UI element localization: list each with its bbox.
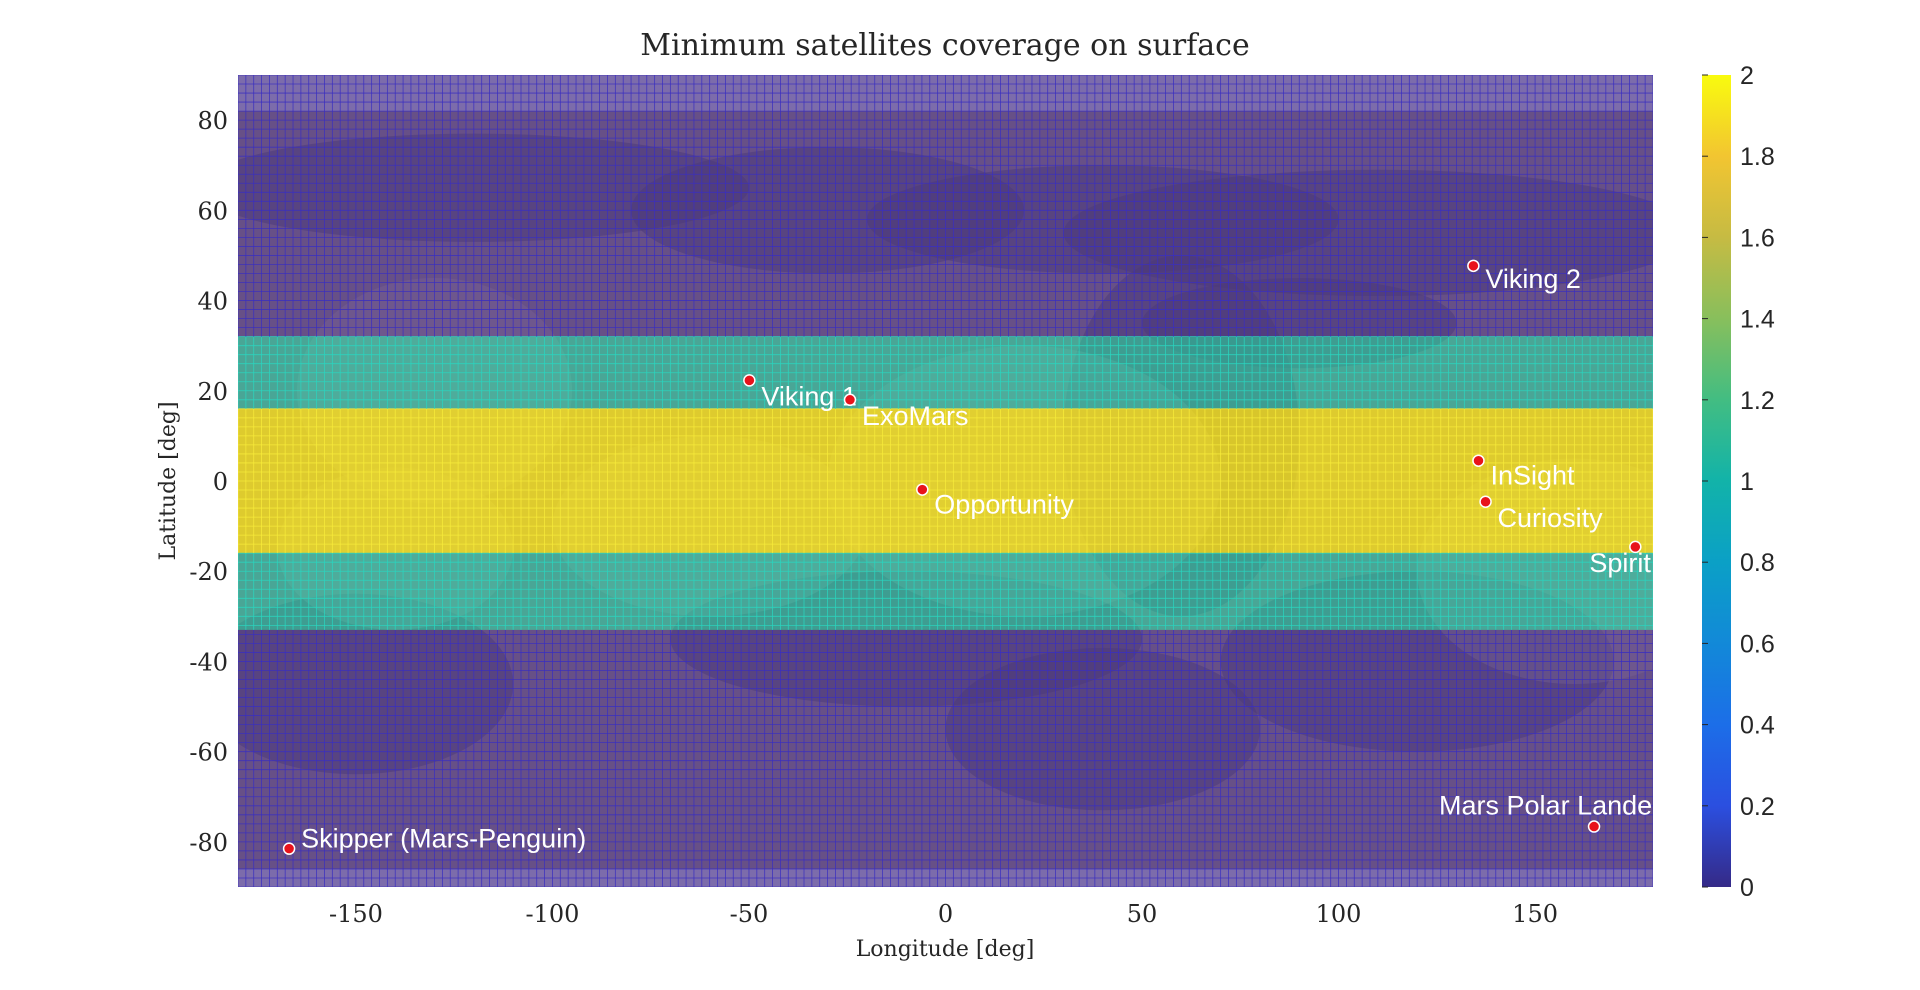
y-tick-label: 0: [213, 468, 228, 496]
y-tick-label: 40: [197, 288, 228, 316]
landing-site-marker: [1479, 495, 1492, 509]
landing-site-label: InSight: [1490, 461, 1575, 491]
coverage-grid: [238, 75, 1653, 887]
x-tick-label: 100: [1316, 900, 1362, 928]
y-axis-ticks: -80 -60 -40 -20 0 20 40 60 80: [189, 107, 228, 857]
surface-dark-region: [238, 593, 514, 775]
landing-site-marker: [1467, 259, 1480, 273]
plot-area: [238, 75, 1653, 887]
y-axis-label: Latitude [deg]: [156, 401, 181, 560]
landing-site-label: Viking 1: [761, 381, 857, 411]
x-tick-label: -150: [329, 900, 383, 928]
colorbar-tick-label: 1.8: [1740, 143, 1775, 171]
x-tick-label: 150: [1512, 900, 1558, 928]
chart-title: Minimum satellites coverage on surface: [640, 28, 1249, 63]
landing-site-label: Mars Polar Lander: [1439, 791, 1661, 821]
y-tick-label: -80: [189, 829, 228, 857]
x-tick-label: -100: [525, 900, 579, 928]
x-tick-label: 0: [938, 900, 953, 928]
y-tick-label: 80: [197, 107, 228, 135]
colorbar-tick-label: 0: [1740, 874, 1754, 902]
colorbar-tick-label: 2: [1740, 62, 1754, 90]
x-tick-label: 50: [1127, 900, 1158, 928]
landing-site-label: Curiosity: [1498, 503, 1604, 533]
landing-site-marker: [916, 483, 929, 496]
y-tick-label: -60: [189, 739, 228, 767]
colorbar-tick-label: 1.2: [1740, 387, 1775, 415]
landing-site-label: Opportunity: [934, 490, 1074, 520]
colorbar-tick-label: 1.4: [1740, 306, 1775, 334]
landing-site-marker: [282, 842, 296, 855]
landing-site-marker: [843, 393, 857, 407]
landing-site-label: Skipper (Mars-Penguin): [301, 824, 586, 854]
colorbar-tick-label: 0.4: [1740, 712, 1775, 740]
y-tick-label: 60: [197, 197, 228, 225]
landing-site-label: Spirit: [1589, 548, 1651, 578]
surface-dark-region: [238, 133, 749, 242]
landing-site-marker: [1629, 540, 1642, 554]
landing-site-marker: [743, 374, 756, 387]
landing-site-marker: [1587, 820, 1601, 833]
colorbar-tick-label: 1: [1740, 468, 1754, 496]
landing-site-label: Viking 2: [1485, 264, 1581, 294]
x-axis-label: Longitude [deg]: [856, 937, 1035, 962]
y-tick-label: -20: [189, 558, 228, 586]
colorbar-tick-label: 0.8: [1740, 549, 1775, 577]
y-tick-label: 20: [197, 378, 228, 406]
x-tick-label: -50: [730, 900, 769, 928]
landing-site-label: ExoMars: [862, 401, 969, 431]
colorbar-tick-label: 0.2: [1740, 793, 1775, 821]
y-tick-label: -40: [189, 648, 228, 676]
colorbar-tick-label: 0.6: [1740, 630, 1775, 658]
x-axis-ticks: -150 -100 -50 0 50 100 150: [329, 900, 1558, 928]
colorbar-tick-label: 1.6: [1740, 224, 1775, 252]
landing-site-marker: [1472, 454, 1485, 467]
colorbar-ticks: 0 0.2 0.4 0.6 0.8 1 1.2 1.4 1.6 1.8 2: [1702, 62, 1775, 902]
